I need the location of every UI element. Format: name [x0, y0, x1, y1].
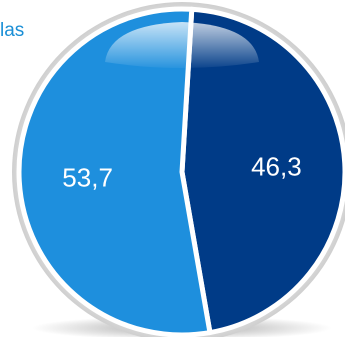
pie-slice-label-0: 46,3: [251, 152, 302, 182]
legend-text-fragment: las: [0, 20, 25, 41]
pie-slice-label-1: 53,7: [62, 162, 113, 192]
pie-gloss-highlight: [105, 22, 259, 68]
pie-slice-1: [16, 6, 213, 337]
